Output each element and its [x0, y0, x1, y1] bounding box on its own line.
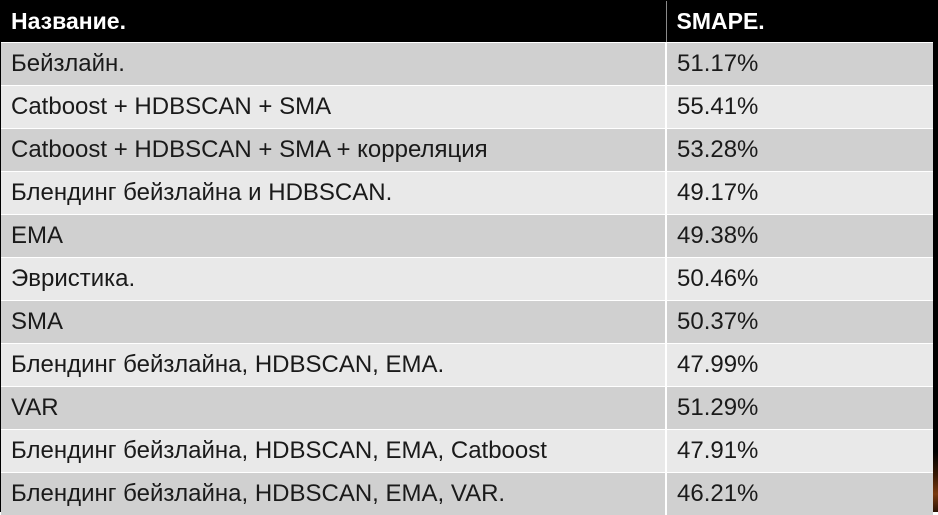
table-header: Название. SMAPE. [1, 1, 933, 43]
row-name: Блендинг бейзлайна, HDBSCAN, EMA, VAR. [1, 473, 666, 515]
table-row: VAR 51.29% [1, 387, 933, 430]
row-name: Бейзлайн. [1, 43, 666, 86]
row-smape: 49.38% [666, 215, 933, 258]
row-smape: 50.46% [666, 258, 933, 301]
table-body: Бейзлайн. 51.17% Catboost + HDBSCAN + SM… [1, 43, 933, 515]
table-row: Блендинг бейзлайна, HDBSCAN, EMA, Catboo… [1, 430, 933, 473]
row-name: Блендинг бейзлайна, HDBSCAN, EMA. [1, 344, 666, 387]
row-name: Catboost + HDBSCAN + SMA [1, 86, 666, 129]
row-smape: 47.91% [666, 430, 933, 473]
row-name: Блендинг бейзлайна, HDBSCAN, EMA, Catboo… [1, 430, 666, 473]
table-row: Catboost + HDBSCAN + SMA 55.41% [1, 86, 933, 129]
row-smape: 51.29% [666, 387, 933, 430]
row-name: Блендинг бейзлайна и HDBSCAN. [1, 172, 666, 215]
header-name: Название. [1, 1, 666, 43]
table-row: SMA 50.37% [1, 301, 933, 344]
table-row: Блендинг бейзлайна и HDBSCAN. 49.17% [1, 172, 933, 215]
row-name: Catboost + HDBSCAN + SMA + корреляция [1, 129, 666, 172]
row-name: EMA [1, 215, 666, 258]
row-name: VAR [1, 387, 666, 430]
row-name: Эвристика. [1, 258, 666, 301]
table-row: Эвристика. 50.46% [1, 258, 933, 301]
header-smape: SMAPE. [666, 1, 933, 43]
row-smape: 46.21% [666, 473, 933, 515]
row-smape: 47.99% [666, 344, 933, 387]
row-smape: 51.17% [666, 43, 933, 86]
table-row: EMA 49.38% [1, 215, 933, 258]
header-row: Название. SMAPE. [1, 1, 933, 43]
row-smape: 53.28% [666, 129, 933, 172]
row-smape: 50.37% [666, 301, 933, 344]
table-row: Catboost + HDBSCAN + SMA + корреляция 53… [1, 129, 933, 172]
table-row: Блендинг бейзлайна, HDBSCAN, EMA. 47.99% [1, 344, 933, 387]
row-smape: 49.17% [666, 172, 933, 215]
table-row: Блендинг бейзлайна, HDBSCAN, EMA, VAR. 4… [1, 473, 933, 515]
row-name: SMA [1, 301, 666, 344]
row-smape: 55.41% [666, 86, 933, 129]
table-row: Бейзлайн. 51.17% [1, 43, 933, 86]
